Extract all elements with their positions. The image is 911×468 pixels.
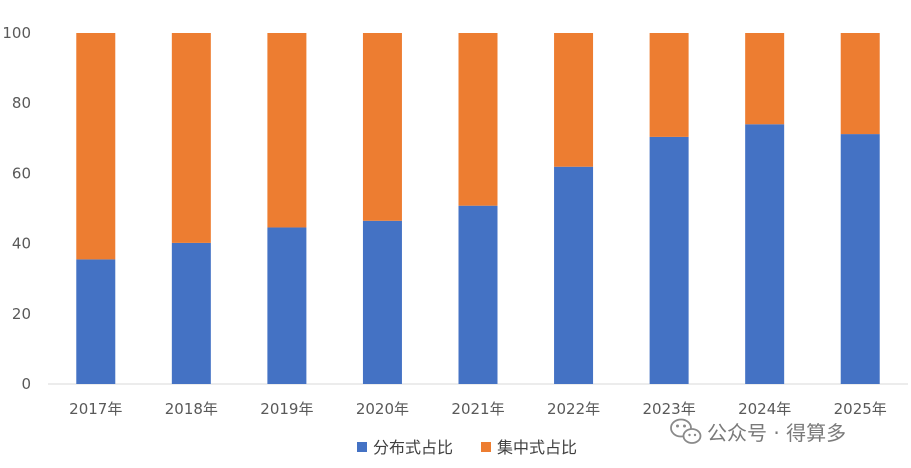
legend-label-distributed: 分布式占比 [373,438,453,457]
bar-centralized [458,33,498,206]
legend-swatch-centralized [481,442,491,452]
y-tick-label: 60 [12,164,31,182]
bars [76,33,880,384]
bar-distributed [362,220,402,384]
bar-centralized [362,33,402,221]
bar-centralized [554,33,594,167]
bar-centralized [649,33,689,137]
y-tick-label: 0 [21,375,31,393]
bar-centralized [745,33,785,125]
bar-centralized [840,33,880,135]
x-tick-label: 2018年 [165,400,218,418]
legend: 分布式占比 集中式占比 [357,438,577,457]
y-axis-ticks: 0 20 40 60 80 100 [2,24,31,393]
watermark-text: 公众号 · 得算多 [707,421,846,445]
x-tick-label: 2021年 [451,400,504,418]
bar-centralized [76,33,116,260]
x-tick-label: 2019年 [260,400,313,418]
bar-distributed [267,227,307,384]
y-tick-label: 40 [12,235,31,253]
bar-distributed [171,242,211,384]
x-tick-label: 2022年 [547,400,600,418]
y-tick-label: 20 [12,305,31,323]
x-axis-ticks: 2017年 2018年 2019年 2020年 2021年 2022年 2023年 2024年… [69,400,887,418]
y-tick-label: 100 [2,24,31,42]
bar-distributed [76,259,116,384]
x-tick-label: 2020年 [356,400,409,418]
x-tick-label: 2023年 [643,400,696,418]
legend-label-centralized: 集中式占比 [497,438,577,457]
bar-distributed [840,134,880,384]
wechat-icon [670,418,702,444]
legend-swatch-distributed [357,442,367,452]
bar-distributed [458,205,498,384]
bar-distributed [649,136,689,384]
x-tick-label: 2024年 [738,400,791,418]
watermark: 公众号 · 得算多 [670,418,846,445]
bar-distributed [554,166,594,384]
x-tick-label: 2017年 [69,400,122,418]
x-tick-label: 2025年 [834,400,887,418]
bar-centralized [267,33,307,228]
bar-distributed [745,124,785,384]
bar-centralized [171,33,211,243]
y-tick-label: 80 [12,94,31,112]
